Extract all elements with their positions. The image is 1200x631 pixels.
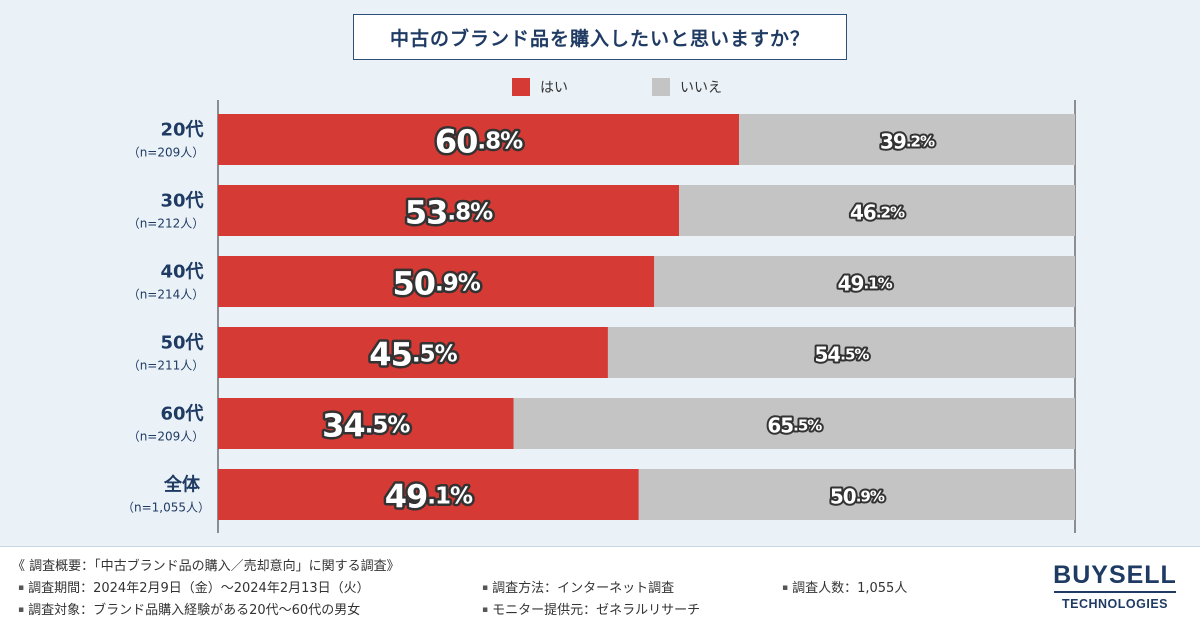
legend-label-no: いいえ	[680, 80, 722, 96]
legend-item-no: いいえ	[652, 70, 722, 104]
data-label-no-2: 49.1%	[838, 272, 893, 296]
legend-item-yes: はい	[512, 70, 568, 104]
category-n-label-0: （n=209人）	[128, 146, 205, 160]
bar-yes-3	[218, 327, 608, 378]
bar-yes-1	[218, 185, 680, 236]
legend: はい いいえ	[0, 70, 1200, 104]
survey-footer: 《 調査概要：「中古ブランド品の購入／売却意向」に関する調査》 ▪ 調査期間：20…	[0, 546, 1200, 631]
bar-yes-4	[218, 398, 514, 449]
data-label-no-3: 54.5%	[814, 343, 869, 367]
survey-target: ▪ 調査対象：ブランド品購入経験がある20代〜60代の男女	[18, 603, 361, 618]
survey-provider: ▪ モニター提供元：ゼネラルリサーチ	[482, 603, 701, 618]
logo-sub-text: TECHNOLOGIES	[1061, 597, 1168, 611]
bar-no-1	[679, 185, 1075, 236]
bar-yes-2	[218, 256, 655, 307]
data-label-no-0: 39.2%	[880, 130, 935, 154]
category-n-label-2: （n=214人）	[128, 288, 205, 302]
data-label-yes-2: 50.9%	[392, 265, 480, 303]
chart-title: 中古のブランド品を購入したいと思いますか？	[353, 14, 847, 60]
category-label-4: 60代	[160, 404, 203, 425]
survey-count: ▪ 調査人数：1,055人	[782, 581, 908, 596]
category-n-label-5: （n=1,055人）	[122, 501, 210, 515]
bullet-icon: ▪	[18, 605, 25, 615]
category-n-label-3: （n=211人）	[128, 359, 205, 373]
data-label-yes-4: 34.5%	[322, 407, 410, 445]
bar-no-2	[654, 256, 1075, 307]
category-label-3: 50代	[160, 333, 203, 354]
bullet-icon: ▪	[482, 605, 489, 615]
legend-swatch-yes	[512, 78, 530, 96]
category-label-1: 30代	[160, 191, 203, 212]
bar-no-0	[739, 114, 1075, 165]
bar-no-5	[638, 469, 1075, 520]
stacked-bar-chart: 60.8% 39.2% 20代 （n=209人） 53.8% 46.2% 30代 （n=212…	[122, 100, 1076, 533]
bar-yes-5	[218, 469, 639, 520]
bullet-icon: ▪	[18, 583, 25, 593]
bullet-icon: ▪	[482, 583, 489, 593]
survey-method: ▪ 調査方法：インターネット調査	[482, 581, 675, 596]
survey-overview: 《 調査概要：「中古ブランド品の購入／売却意向」に関する調査》	[12, 559, 400, 574]
category-label-0: 20代	[160, 120, 203, 141]
buysell-logo: BUYSELL TECHNOLOGIES	[1050, 561, 1180, 623]
data-label-no-5: 50.9%	[830, 485, 885, 509]
data-label-yes-5: 49.1%	[385, 478, 473, 516]
bullet-icon: ▪	[782, 583, 789, 593]
bar-no-4	[513, 398, 1075, 449]
data-label-yes-1: 53.8%	[405, 194, 493, 232]
legend-label-yes: はい	[540, 80, 568, 96]
category-label-2: 40代	[160, 262, 203, 283]
legend-swatch-no	[652, 78, 670, 96]
data-label-no-1: 46.2%	[850, 201, 905, 225]
category-label-5: 全体	[163, 474, 201, 496]
bar-yes-0	[218, 114, 740, 165]
bar-no-3	[607, 327, 1075, 378]
data-label-yes-3: 45.5%	[369, 336, 457, 374]
data-label-no-4: 65.5%	[767, 414, 822, 438]
data-label-yes-0: 60.8%	[435, 123, 523, 161]
category-n-label-4: （n=209人）	[128, 430, 205, 444]
logo-main-text: BUYSELL	[1053, 561, 1177, 589]
logo-divider	[1054, 591, 1176, 593]
category-n-label-1: （n=212人）	[128, 217, 205, 231]
survey-period: ▪ 調査期間：2024年2月9日（金）〜2024年2月13日（火）	[18, 581, 370, 596]
